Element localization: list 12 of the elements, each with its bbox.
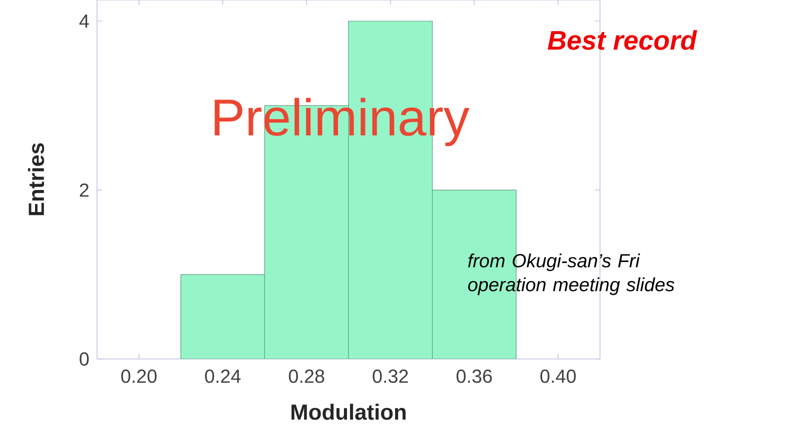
x-tick-label: 0.36 (456, 370, 492, 383)
y-axis-title: Entries (28, 143, 44, 216)
x-tick-label: 0.32 (372, 370, 408, 383)
annotation: Best record (548, 30, 698, 50)
y-tick-label: 2 (80, 183, 89, 197)
y-tick-label: 0 (80, 352, 89, 366)
x-tick-label: 0.20 (121, 370, 157, 383)
x-tick-label: 0.40 (540, 370, 576, 383)
x-axis-title: Modulation (292, 404, 406, 420)
x-tick-label: 0.28 (288, 370, 324, 383)
x-tick-label: 0.24 (205, 370, 241, 383)
y-tick-label: 4 (79, 14, 89, 28)
